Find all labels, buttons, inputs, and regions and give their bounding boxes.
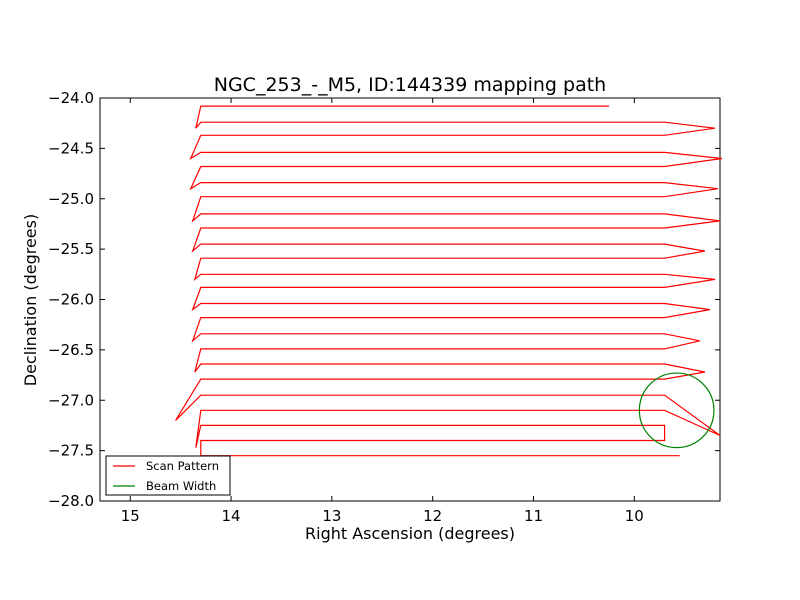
scan-pattern-layer <box>175 105 723 457</box>
beam-width-circle <box>638 372 715 449</box>
x-tick-label: 10 <box>625 507 644 525</box>
y-tick-label: −25.0 <box>48 190 94 208</box>
x-tick-label: 13 <box>322 507 341 525</box>
y-tick-label: −25.5 <box>48 240 94 258</box>
x-axis-ticks: 15 14 13 12 11 10 <box>121 98 644 525</box>
x-tick-label: 11 <box>524 507 543 525</box>
x-tick-label: 12 <box>423 507 442 525</box>
legend-label-beam-width: Beam Width <box>146 479 216 493</box>
y-tick-label: −24.5 <box>48 139 94 157</box>
legend: Scan Pattern Beam Width <box>105 455 231 496</box>
y-axis-label: Declination (degrees) <box>21 214 40 386</box>
y-axis-ticks: −24.0 −24.5 −25.0 −25.5 −26.0 −26.5 −27.0 −27.5… <box>48 89 720 510</box>
y-tick-label: −24.0 <box>48 89 94 107</box>
y-tick-label: −27.0 <box>48 391 94 409</box>
scan-pattern-line <box>175 105 723 457</box>
y-tick-label: −26.0 <box>48 291 94 309</box>
y-tick-label: −27.5 <box>48 442 94 460</box>
axes-frame <box>99 97 721 502</box>
plot-area <box>99 97 723 502</box>
chart-title: NGC_253_-_M5, ID:144339 mapping path <box>214 74 606 96</box>
legend-box <box>105 455 231 496</box>
legend-label-scan-pattern: Scan Pattern <box>146 459 219 473</box>
x-axis-label: Right Ascension (degrees) <box>305 524 515 543</box>
x-tick-label: 15 <box>121 507 140 525</box>
x-tick-label: 14 <box>222 507 241 525</box>
y-tick-label: −26.5 <box>48 341 94 359</box>
y-tick-label: −28.0 <box>48 492 94 510</box>
beam-width-layer <box>638 372 715 449</box>
